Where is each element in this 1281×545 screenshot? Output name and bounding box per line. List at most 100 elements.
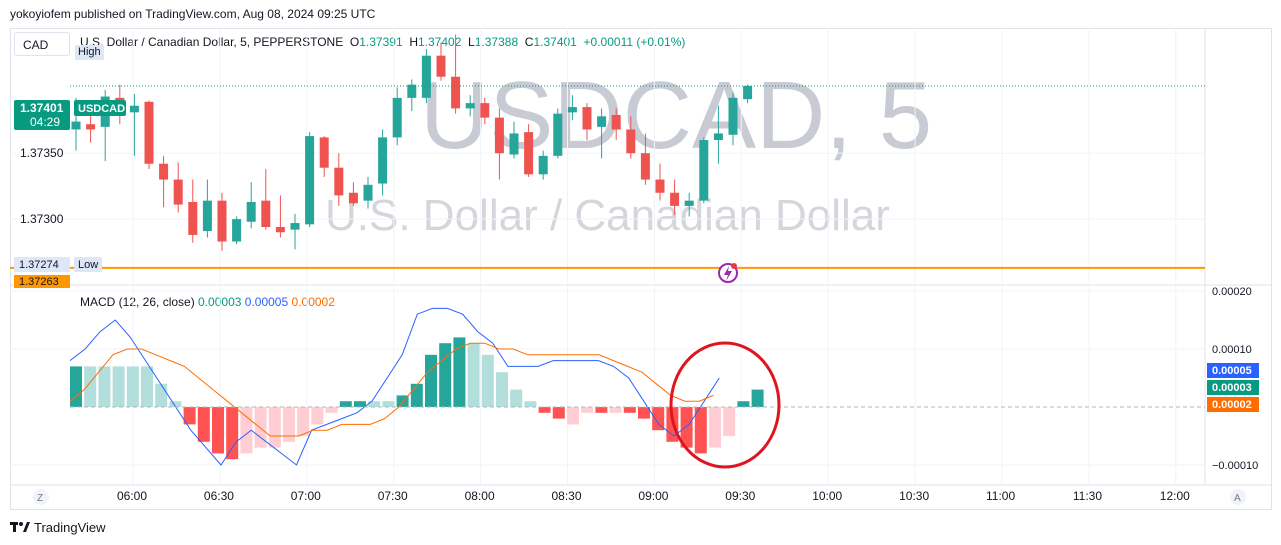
- candle-body[interactable]: [378, 137, 388, 184]
- candle-body[interactable]: [392, 97, 402, 138]
- candle-body[interactable]: [305, 136, 315, 225]
- macd-histogram-bar: [155, 383, 168, 407]
- macd-histogram-bar: [396, 395, 409, 407]
- footer-brand[interactable]: TradingView: [10, 519, 106, 535]
- candle-body[interactable]: [71, 121, 81, 130]
- macd-histogram-bar: [425, 354, 437, 407]
- candle-body[interactable]: [597, 116, 607, 127]
- macd-legend: MACD (12, 26, close) 0.00003 0.00005 0.0…: [80, 295, 335, 309]
- lightning-circle-icon[interactable]: [718, 263, 738, 283]
- candle-body[interactable]: [275, 227, 285, 233]
- candle-body[interactable]: [640, 153, 650, 180]
- candle-body[interactable]: [159, 163, 169, 180]
- candle-body[interactable]: [261, 200, 271, 228]
- candle-body[interactable]: [728, 97, 738, 135]
- candle-body[interactable]: [684, 200, 694, 206]
- candle-body[interactable]: [509, 133, 519, 155]
- time-tick-label: 06:30: [204, 489, 234, 503]
- candle-body[interactable]: [319, 137, 329, 168]
- macd-histogram-bar: [70, 366, 82, 407]
- macd-histogram-bar: [126, 366, 139, 407]
- macd-histogram-bar: [538, 407, 551, 413]
- macd-histogram-bar: [467, 343, 480, 407]
- candle-body[interactable]: [173, 179, 183, 205]
- candle-body[interactable]: [465, 103, 475, 109]
- annotation-circle[interactable]: [669, 341, 781, 469]
- macd-histogram-bar: [141, 366, 153, 407]
- macd-histogram-bar: [212, 407, 224, 454]
- time-tick-label: 08:00: [465, 489, 495, 503]
- legend-change: +0.00011 (+0.01%): [583, 35, 686, 49]
- candle-body[interactable]: [553, 113, 563, 156]
- macd-histogram-bar: [723, 407, 736, 436]
- candle-body[interactable]: [144, 101, 154, 164]
- candle-body[interactable]: [246, 201, 256, 222]
- legend-low: 1.37388: [474, 35, 519, 49]
- candle-body[interactable]: [436, 55, 446, 77]
- candle-body[interactable]: [188, 201, 198, 235]
- candle-body[interactable]: [129, 105, 139, 113]
- candle-body[interactable]: [494, 117, 504, 154]
- candle-body[interactable]: [611, 114, 621, 130]
- watermark-name: U.S. Dollar / Canadian Dollar: [325, 191, 890, 240]
- candle-body[interactable]: [407, 84, 417, 98]
- macd-histogram-bar: [439, 343, 452, 407]
- low-price-value: 1.37274: [19, 259, 59, 271]
- macd-histogram-bar: [595, 407, 608, 413]
- chart-frame: [10, 28, 1272, 510]
- candle-body[interactable]: [451, 76, 461, 109]
- watermark-symbol: USDCAD, 5: [420, 62, 932, 169]
- macd-histogram-bar: [652, 407, 665, 431]
- candle-body[interactable]: [699, 140, 709, 201]
- auto-scale-button[interactable]: A: [1230, 489, 1246, 505]
- candle-body[interactable]: [743, 85, 753, 100]
- macd-tag: [1207, 363, 1259, 378]
- candle-body[interactable]: [363, 184, 373, 201]
- candle-body[interactable]: [567, 107, 577, 113]
- candle-body[interactable]: [348, 192, 358, 204]
- candle-body[interactable]: [582, 107, 592, 130]
- signal-tag: [1207, 397, 1259, 412]
- zoom-reset-button[interactable]: Z: [33, 489, 49, 505]
- candle-body[interactable]: [421, 55, 431, 98]
- macd-histogram-bar: [737, 401, 750, 407]
- macd-histogram-bar: [297, 407, 310, 436]
- candle-body[interactable]: [524, 132, 534, 175]
- candle-body[interactable]: [217, 200, 227, 242]
- macd-tick-label: 0.00010: [1212, 344, 1252, 356]
- legend-title: U.S. Dollar / Canadian Dollar, 5, PEPPER…: [80, 35, 344, 49]
- macd-histogram-bar: [311, 407, 324, 425]
- candle-body[interactable]: [538, 155, 548, 175]
- macd-histogram-bar: [609, 407, 622, 413]
- price-tick-label: 1.37350: [20, 146, 64, 160]
- symbol-search-button[interactable]: CAD: [14, 32, 70, 56]
- candle-body[interactable]: [290, 223, 300, 230]
- macd-histogram-bar: [368, 401, 381, 407]
- macd-histogram-bar: [325, 407, 338, 413]
- macd-histogram-bar: [638, 407, 650, 419]
- legend-high-label: H: [409, 35, 418, 49]
- candle-body[interactable]: [232, 219, 242, 242]
- time-tick-label: 10:30: [899, 489, 929, 503]
- low-label: Low: [78, 259, 98, 271]
- candle-body[interactable]: [480, 103, 490, 118]
- candle-body[interactable]: [626, 129, 636, 154]
- candle-body[interactable]: [334, 167, 344, 196]
- footer-brand-text: TradingView: [34, 519, 106, 535]
- macd-legend-title: MACD (12, 26, close): [80, 295, 195, 309]
- macd-histogram-bar: [552, 407, 565, 419]
- candle-body[interactable]: [202, 200, 212, 231]
- candle-body[interactable]: [86, 124, 96, 130]
- svg-text:A: A: [1234, 493, 1241, 504]
- macd-histogram-bar: [382, 401, 395, 407]
- time-tick-label: 10:00: [812, 489, 842, 503]
- macd-histogram-bar: [410, 383, 423, 407]
- candle-body[interactable]: [655, 179, 665, 193]
- candle-body[interactable]: [713, 133, 723, 141]
- macd-histogram-bar: [567, 407, 579, 425]
- macd-histogram-bar: [283, 407, 295, 442]
- hist-tag: [1207, 380, 1259, 395]
- macd-tag-value: 0.00005: [1212, 365, 1252, 377]
- candle-body[interactable]: [670, 192, 680, 206]
